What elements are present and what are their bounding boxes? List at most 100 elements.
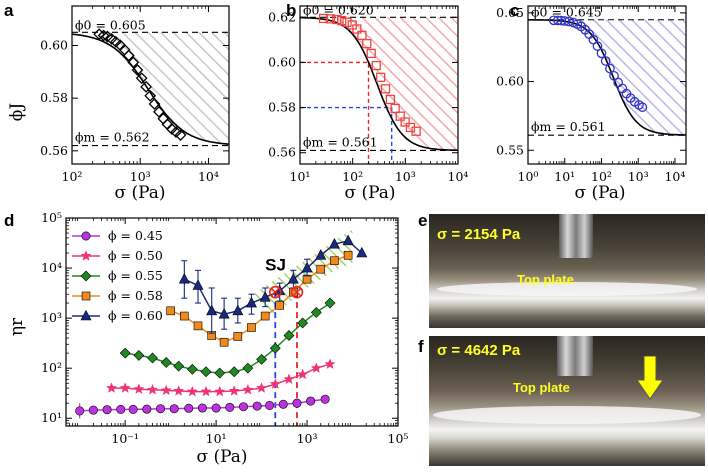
x-tick-label: 10⁵: [388, 431, 409, 446]
square-marker: [376, 72, 386, 82]
legend-label: ϕ = 0.45: [108, 228, 163, 243]
star-marker: [269, 378, 281, 389]
star-marker: [283, 373, 295, 385]
square-marker: [385, 94, 396, 105]
star-marker: [186, 385, 198, 397]
legend-label: ϕ = 0.58: [108, 288, 163, 303]
triangle-marker: [315, 249, 327, 260]
diamond-marker: [228, 366, 240, 378]
circle-marker: [320, 394, 330, 404]
square-marker: [380, 84, 391, 94]
sigma-axis-label-b: σ (Pa): [344, 183, 395, 203]
square-marker: [337, 16, 347, 26]
y-tick-label: 10²: [41, 360, 62, 375]
x-tick-label: 10⁰: [518, 169, 539, 184]
y-tick-label: 0.60: [40, 38, 68, 53]
circle-marker: [278, 399, 288, 409]
star-marker: [324, 358, 336, 370]
star-marker: [146, 383, 159, 395]
circle-marker: [596, 48, 607, 59]
diamond-marker: [173, 360, 185, 372]
crossing-marker: [290, 285, 304, 299]
hatched-region: [323, 17, 458, 151]
triangle-marker: [328, 238, 340, 249]
triangle-marker: [287, 273, 299, 284]
diamond-marker: [160, 357, 172, 368]
sample-meniscus: [437, 282, 697, 296]
triangle-marker: [245, 296, 257, 308]
diamond-marker: [140, 80, 153, 93]
top-plate-label-f: Top plate: [513, 380, 570, 395]
diamond-marker: [242, 362, 254, 374]
diamond-marker: [310, 306, 322, 318]
square-marker: [400, 117, 410, 127]
circle-marker: [252, 401, 262, 411]
fit-curve: [71, 33, 230, 145]
diamond-marker: [119, 347, 131, 359]
diamond-marker: [153, 105, 165, 118]
diamond-marker: [97, 29, 110, 42]
square-marker: [219, 337, 229, 347]
circle-marker: [238, 402, 248, 412]
sigma-caption-f: σ = 4642 Pa: [437, 342, 521, 359]
square-marker: [247, 323, 256, 332]
star-marker: [133, 383, 145, 395]
triangle-marker: [218, 308, 230, 319]
y-tick-label: 10³: [41, 310, 62, 325]
circle-marker: [81, 231, 91, 241]
panel-letter-b: b: [286, 1, 296, 20]
y-tick-label: 0.62: [268, 9, 296, 24]
rheometer-shaft: [559, 214, 593, 258]
diamond-marker: [148, 98, 161, 110]
x-tick-label: 10³: [130, 169, 151, 184]
panel-letter-c: c: [510, 1, 519, 20]
triangle-marker: [356, 246, 368, 258]
hatched-region: [553, 19, 686, 136]
diamond-marker: [127, 56, 140, 69]
square-marker: [302, 274, 312, 284]
square-marker: [81, 291, 91, 301]
square-marker: [193, 321, 203, 331]
eta-axis-label: ηr: [7, 317, 27, 336]
y-tick-label: 0.56: [40, 143, 68, 158]
star-marker: [105, 382, 118, 393]
circle-marker: [102, 405, 112, 415]
x-tick-label: 10²: [342, 169, 363, 184]
circle-marker: [548, 15, 559, 26]
phim-label: ϕm = 0.562: [75, 130, 150, 145]
legend-label: ϕ = 0.60: [108, 308, 163, 323]
triangle-marker: [259, 291, 271, 302]
panel-letter-a: a: [4, 1, 14, 20]
diamond-marker: [256, 353, 268, 365]
square-marker: [180, 311, 189, 321]
star-marker: [214, 385, 226, 397]
x-tick-label: 10³: [395, 169, 416, 184]
crossing-x: [270, 287, 280, 297]
square-marker: [371, 60, 381, 71]
star-marker: [255, 382, 268, 393]
square-marker: [390, 103, 400, 114]
diamond-marker: [200, 366, 212, 378]
square-marker: [330, 256, 339, 266]
x-tick-label: 10²: [62, 169, 83, 184]
diamond-marker: [135, 72, 148, 85]
square-marker: [166, 306, 175, 316]
panel-d: d ηr SJ ϕ = 0.45 ϕ = 0.50 ϕ = 0.55 ϕ = 0.58 ϕ…: [4, 210, 408, 467]
diamond-marker: [186, 363, 198, 375]
diamond-marker: [93, 28, 106, 41]
y-tick-label: 0.56: [268, 145, 296, 160]
circle-marker: [553, 15, 563, 26]
rheometer-shaft: [557, 336, 593, 376]
crossing-marker: [268, 285, 282, 299]
x-tick-label: 10²: [591, 169, 612, 184]
x-tick-label: 10³: [297, 431, 318, 446]
circle-marker: [184, 403, 194, 413]
plot-frame: [65, 217, 399, 427]
square-marker: [318, 13, 329, 24]
diamond-marker: [214, 367, 226, 379]
circle-marker: [156, 404, 166, 414]
circle-marker: [75, 406, 85, 416]
sample-meniscus: [433, 406, 701, 424]
star-marker: [160, 384, 172, 396]
hatched-region: [99, 32, 229, 145]
